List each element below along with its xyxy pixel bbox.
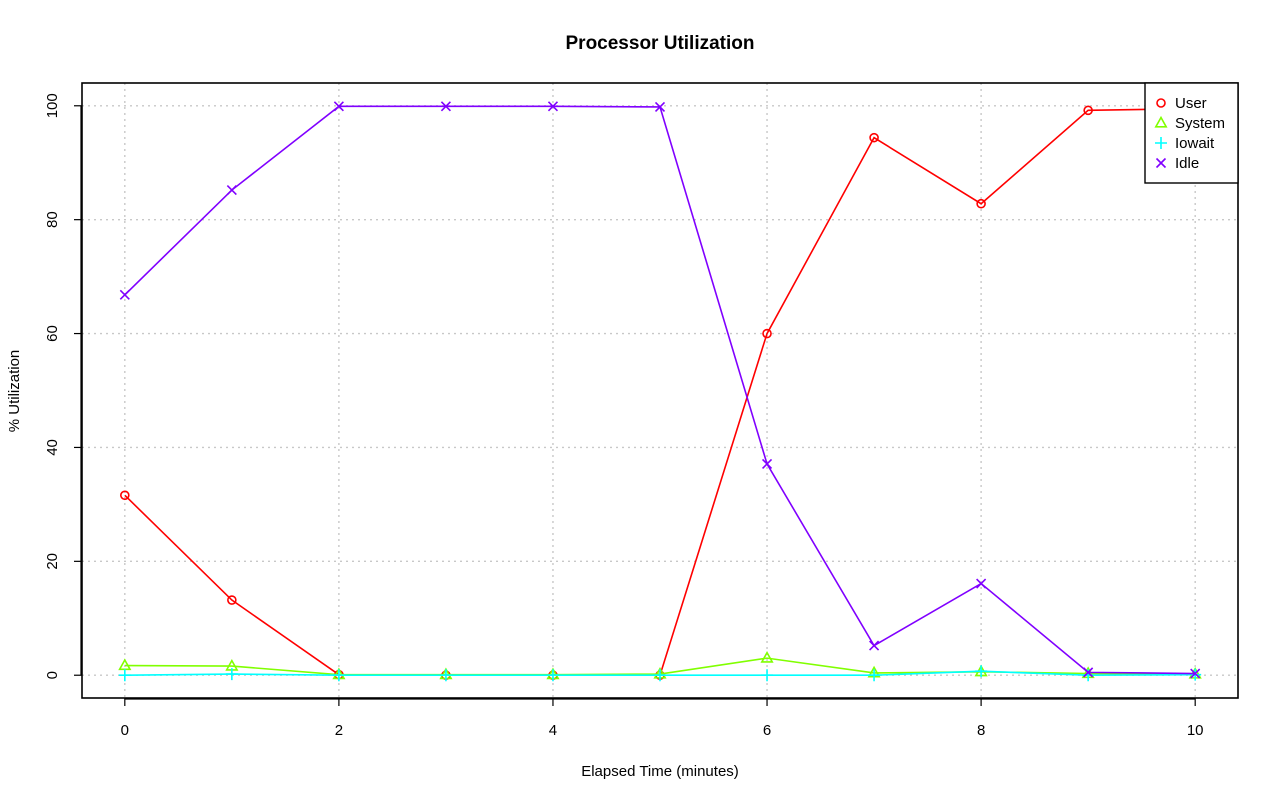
data-point [976, 578, 987, 589]
data-point [1083, 105, 1093, 116]
y-tick-label: 0 [44, 671, 61, 679]
x-tick-label: 2 [335, 722, 343, 739]
data-point [976, 198, 986, 209]
data-point [440, 101, 451, 112]
data-point [654, 101, 666, 112]
data-point [118, 658, 132, 671]
data-point [761, 669, 774, 682]
legend-label-idle: Idle [1175, 155, 1199, 172]
data-point [1190, 668, 1201, 679]
x-tick-label: 6 [763, 722, 771, 739]
legend-label-system: System [1175, 115, 1225, 132]
data-point [119, 289, 130, 300]
series-line-user [124, 107, 1196, 677]
series-iowait [118, 665, 1202, 682]
y-tick-label: 80 [44, 211, 61, 228]
data-point [654, 669, 666, 682]
data-point [227, 595, 237, 605]
legend: User System Iowait Idle [1144, 82, 1239, 184]
data-point [546, 669, 559, 682]
data-point [439, 669, 452, 682]
x-tick-label: 8 [977, 722, 985, 739]
legend-marker-system [1154, 115, 1168, 128]
data-point [118, 669, 131, 682]
plot-frame [81, 82, 1239, 699]
series-idle [119, 101, 1201, 679]
data-point [760, 650, 774, 663]
x-tick-label: 4 [549, 722, 557, 739]
series-user [120, 103, 1200, 681]
legend-label-iowait: Iowait [1175, 135, 1215, 152]
series-layer [118, 101, 1202, 682]
data-point [869, 640, 880, 651]
x-tick-label: 0 [121, 722, 129, 739]
grid-lines [82, 83, 1238, 698]
data-point [120, 490, 130, 501]
y-tick-label: 60 [44, 325, 61, 342]
data-point [225, 668, 238, 681]
legend-marker-user [1156, 98, 1166, 108]
legend-marker-idle [1155, 157, 1167, 169]
y-tick-label: 100 [44, 93, 61, 118]
y-tick-label: 40 [44, 439, 61, 456]
data-point [332, 669, 345, 682]
data-point [226, 184, 237, 196]
y-axis-label: % Utilization [6, 350, 23, 433]
data-point [868, 669, 881, 682]
x-axis-label: Elapsed Time (minutes) [581, 763, 739, 780]
data-point [547, 101, 559, 112]
data-point [761, 458, 773, 470]
data-point [1083, 667, 1094, 678]
data-point [762, 328, 772, 339]
series-line-idle [124, 105, 1196, 675]
chart-title: Processor Utilization [566, 33, 755, 54]
legend-label-user: User [1175, 95, 1207, 112]
data-point [975, 665, 988, 678]
data-point [1082, 669, 1095, 682]
x-tick-label: 10 [1187, 722, 1204, 739]
y-tick-label: 20 [44, 553, 61, 570]
data-point [1189, 668, 1202, 681]
data-point [869, 132, 879, 143]
data-point [333, 101, 344, 112]
legend-marker-iowait [1155, 137, 1167, 149]
